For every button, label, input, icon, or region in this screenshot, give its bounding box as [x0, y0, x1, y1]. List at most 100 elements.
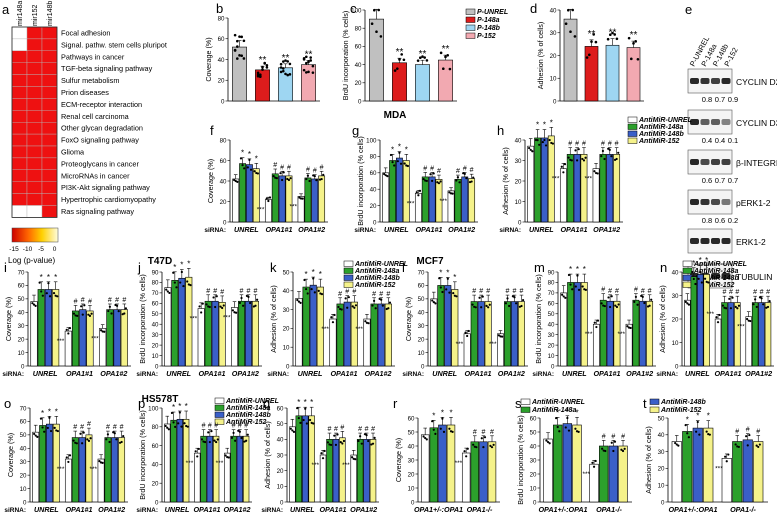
bar-group-2-series-0	[224, 452, 231, 503]
bar-group-0-series-3	[703, 274, 710, 367]
y-tick-label: 0	[373, 219, 377, 226]
data-point	[534, 138, 538, 142]
data-point	[613, 440, 617, 443]
data-point	[601, 447, 604, 450]
y-axis-label: Adhesion (% of cells)	[501, 147, 510, 215]
bar-group-0-series-2	[697, 274, 704, 367]
bar-group-0-series-3	[451, 289, 459, 367]
data-point	[558, 430, 561, 433]
x-group-label: OPA1#1	[330, 369, 357, 378]
data-point	[749, 319, 752, 323]
bar-group-0-series-0	[560, 292, 568, 367]
data-point	[43, 430, 46, 433]
data-point	[34, 434, 37, 437]
x-group-label: OPA1-/-	[467, 505, 493, 514]
heatmap-row-label: ECM-receptor interaction	[61, 100, 142, 109]
bar-group-0-series-1	[39, 425, 46, 503]
data-point	[729, 307, 733, 310]
data-point	[281, 178, 284, 182]
bar-P-152	[626, 47, 641, 102]
data-point	[451, 430, 454, 433]
bar-group-2-series-3	[369, 439, 377, 503]
heatmap-cell	[41, 133, 58, 147]
data-point	[46, 426, 49, 430]
data-point	[684, 424, 687, 427]
y-axis-label: Adhesion (% of cells)	[644, 426, 653, 494]
x-group-label: OPA1#2	[448, 225, 475, 234]
y-tick-label: 50	[408, 429, 415, 436]
bar-group-0-series-1	[437, 285, 445, 367]
blot-band	[721, 159, 731, 165]
data-point	[354, 304, 358, 307]
bar-group-0-series-0	[289, 426, 296, 503]
data-point	[56, 295, 59, 298]
y-tick-label: 50	[283, 269, 290, 276]
data-point	[322, 173, 325, 176]
chart-d: 0 10 20 30 40 Adhesion (% of cells) ** ** **	[536, 7, 644, 105]
bar-group-1-series-2	[78, 437, 86, 503]
bar-group-2-series-1	[304, 177, 312, 223]
significance-mark: *	[543, 121, 546, 130]
data-point	[415, 191, 418, 194]
x-group-label: OPA1#1	[415, 225, 442, 234]
data-point	[497, 334, 500, 337]
heatmap-cell	[11, 145, 28, 159]
data-point	[256, 172, 259, 175]
significance-mark: #	[206, 288, 210, 295]
panel-letter-n: n	[660, 260, 667, 275]
significance-mark: #	[386, 291, 390, 298]
bar-P-152	[438, 59, 453, 102]
blot-band	[690, 78, 699, 84]
y-tick-label: 0	[286, 363, 290, 370]
x-group-label: OPA1#1	[464, 369, 491, 378]
y-tick-label: 40	[530, 443, 537, 450]
data-point	[98, 460, 101, 463]
y-tick-label: 50	[152, 311, 159, 318]
bar-group-0-series-3	[703, 427, 714, 503]
legend-entry: AntiMiR-148b	[660, 399, 706, 406]
bar-group-1-series-3	[618, 445, 628, 503]
legend-swatch	[214, 411, 225, 418]
legend-entry: AntiMiR-152	[354, 282, 396, 289]
data-point	[235, 311, 238, 314]
data-point	[224, 454, 227, 457]
significance-mark: *	[556, 408, 559, 417]
data-point	[603, 304, 606, 308]
data-point	[615, 157, 618, 161]
bar-P-148a	[392, 62, 407, 102]
y-tick-label: 40	[152, 322, 159, 329]
y-axis-label: BrdU incorporation (% cells)	[516, 415, 525, 504]
x-group-label: UNREL	[234, 225, 259, 234]
significance-mark: #	[306, 167, 310, 174]
y-tick-label: 80	[152, 280, 159, 287]
significance-mark: #	[122, 297, 126, 304]
data-point	[282, 60, 285, 63]
data-point	[31, 302, 34, 305]
data-point	[375, 30, 378, 34]
significance-mark: **	[609, 28, 617, 39]
data-point	[488, 303, 491, 306]
data-point	[696, 420, 699, 424]
data-point	[238, 35, 241, 38]
y-tick-label: 40	[20, 446, 27, 453]
significance-mark: #	[575, 141, 579, 148]
data-point	[330, 316, 333, 319]
data-point	[103, 330, 106, 333]
data-point	[308, 418, 312, 422]
data-point	[306, 174, 310, 177]
data-point	[560, 165, 563, 168]
data-point	[261, 68, 264, 71]
data-point	[371, 442, 375, 445]
data-point	[346, 306, 349, 309]
data-point	[707, 281, 710, 284]
legend-swatch	[343, 274, 354, 281]
significance-mark: ***	[216, 460, 224, 467]
data-point	[170, 411, 174, 415]
heatmap-cell	[11, 86, 28, 99]
heatmap-cell	[26, 205, 43, 218]
data-point	[596, 319, 600, 322]
y-tick-label: 40	[408, 443, 415, 450]
data-point	[684, 300, 687, 303]
